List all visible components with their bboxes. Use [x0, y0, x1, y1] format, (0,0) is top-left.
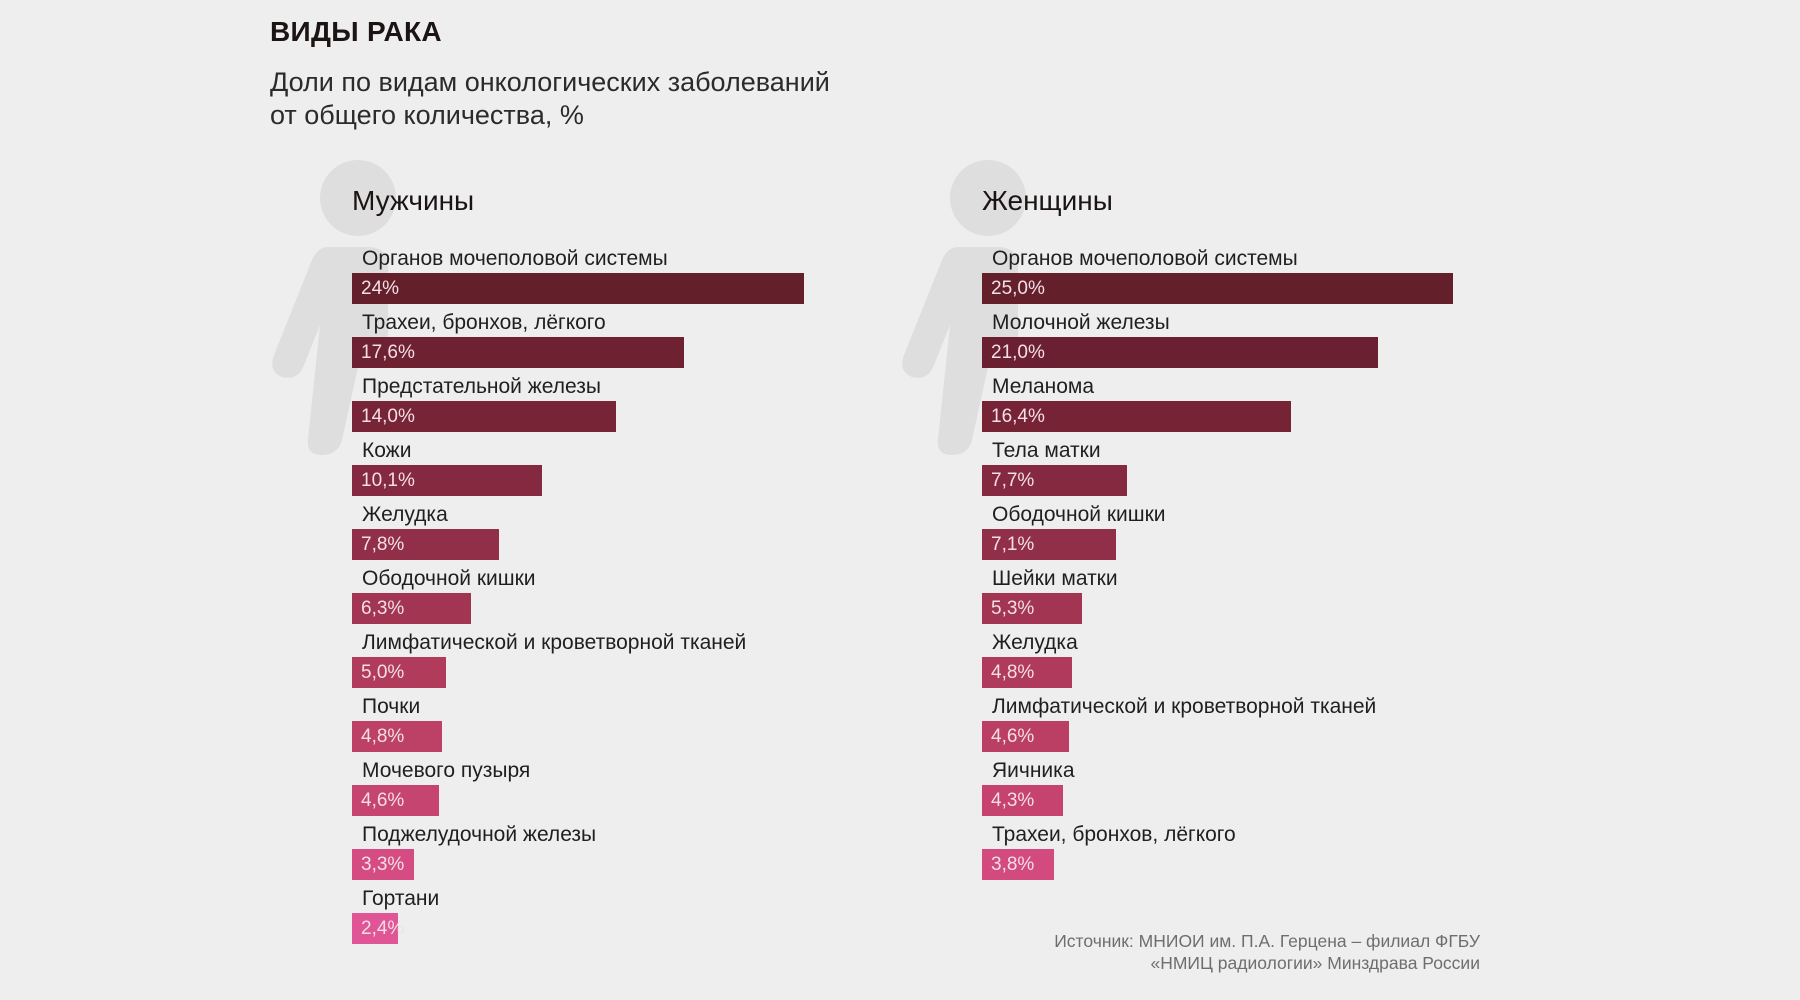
- women-bar-row: Органов мочеполовой системы 25,0%: [982, 247, 1542, 311]
- bar-value-label: 10,1%: [361, 469, 415, 491]
- subtitle-line-1: Доли по видам онкологических заболеваний: [270, 67, 830, 97]
- source-line-1: Источник: МНИОИ им. П.А. Герцена – филиа…: [1054, 931, 1480, 951]
- chart-title: ВИДЫ РАКА: [270, 16, 442, 47]
- bar: 4,3%: [982, 785, 1064, 816]
- men-bar-row: Ободочной кишки 6,3%: [352, 567, 912, 631]
- bar-category-label: Лимфатической и кроветворной тканей: [992, 695, 1377, 718]
- bar: 17,6%: [352, 337, 684, 368]
- bar-value-label: 4,6%: [361, 789, 405, 811]
- bar: 16,4%: [982, 401, 1292, 432]
- men-bar-row: Трахеи, бронхов, лёгкого 17,6%: [352, 311, 912, 375]
- bar-value-label: 4,8%: [361, 725, 405, 747]
- men-bar-row: Гортани 2,4%: [352, 887, 912, 951]
- bar-category-label: Поджелудочной железы: [362, 823, 597, 846]
- bar-value-label: 24%: [361, 277, 400, 299]
- bar-value-label: 25,0%: [991, 277, 1045, 299]
- bar-category-label: Ободочной кишки: [992, 503, 1166, 526]
- women-bar-row: Лимфатической и кроветворной тканей 4,6%: [982, 695, 1542, 759]
- bar: 25,0%: [982, 273, 1454, 304]
- women-bar-row: Ободочной кишки 7,1%: [982, 503, 1542, 567]
- bar-category-label: Трахеи, бронхов, лёгкого: [362, 311, 606, 334]
- bar-category-label: Желудка: [362, 503, 448, 526]
- women-bar-row: Трахеи, бронхов, лёгкого 3,8%: [982, 823, 1542, 887]
- men-bar-row: Желудка 7,8%: [352, 503, 912, 567]
- women-bar-row: Меланома 16,4%: [982, 375, 1542, 439]
- women-bar-row: Шейки матки 5,3%: [982, 567, 1542, 631]
- women-bar-row: Молочной железы 21,0%: [982, 311, 1542, 375]
- women-bar-row: Тела матки 7,7%: [982, 439, 1542, 503]
- bar-category-label: Почки: [362, 695, 421, 718]
- men-bar-row: Мочевого пузыря 4,6%: [352, 759, 912, 823]
- bar-category-label: Трахеи, бронхов, лёгкого: [992, 823, 1236, 846]
- bar: 10,1%: [352, 465, 543, 496]
- bar: 2,4%: [352, 913, 404, 944]
- men-bar-row: Лимфатической и кроветворной тканей 5,0%: [352, 631, 912, 695]
- bar: 4,8%: [982, 657, 1073, 688]
- bar-value-label: 14,0%: [361, 405, 415, 427]
- bar-value-label: 7,7%: [991, 469, 1035, 491]
- women-bar-row: Яичника 4,3%: [982, 759, 1542, 823]
- bar-category-label: Меланома: [992, 375, 1095, 398]
- bar-category-label: Органов мочеполовой системы: [362, 247, 668, 270]
- men-bar-row: Почки 4,8%: [352, 695, 912, 759]
- bar-category-label: Органов мочеполовой системы: [992, 247, 1298, 270]
- bar: 21,0%: [982, 337, 1378, 368]
- bar-value-label: 2,4%: [361, 917, 405, 939]
- bar: 4,6%: [982, 721, 1069, 752]
- bar-category-label: Предстательной железы: [362, 375, 601, 398]
- bar: 3,8%: [982, 849, 1054, 880]
- bar: 5,3%: [982, 593, 1082, 624]
- women-bar-row: Желудка 4,8%: [982, 631, 1542, 695]
- bar-value-label: 5,3%: [991, 597, 1035, 619]
- bar-value-label: 17,6%: [361, 341, 415, 363]
- bar-value-label: 3,3%: [361, 853, 405, 875]
- bar-value-label: 4,6%: [991, 725, 1035, 747]
- bar-value-label: 7,8%: [361, 533, 405, 555]
- men-panel-title: Мужчины: [352, 185, 475, 216]
- men-bar-row: Кожи 10,1%: [352, 439, 912, 503]
- bar-value-label: 7,1%: [991, 533, 1035, 555]
- bar-category-label: Лимфатической и кроветворной тканей: [362, 631, 747, 654]
- men-bar-row: Поджелудочной железы 3,3%: [352, 823, 912, 887]
- bar-category-label: Желудка: [992, 631, 1078, 654]
- men-bar-row: Предстательной железы 14,0%: [352, 375, 912, 439]
- subtitle-line-2: от общего количества, %: [270, 100, 584, 130]
- women-panel: Женщины Органов мочеполовой системы 25,0%…: [900, 155, 1520, 955]
- bar: 3,3%: [352, 849, 415, 880]
- bar: 5,0%: [352, 657, 447, 688]
- bar: 24%: [352, 273, 805, 304]
- bar-value-label: 4,3%: [991, 789, 1035, 811]
- men-bar-row: Органов мочеполовой системы 24%: [352, 247, 912, 311]
- men-panel: Мужчины Органов мочеполовой системы 24% Тр…: [270, 155, 890, 955]
- bar-value-label: 6,3%: [361, 597, 405, 619]
- bar-category-label: Молочной железы: [992, 311, 1170, 334]
- bar-category-label: Ободочной кишки: [362, 567, 536, 590]
- bar: 14,0%: [352, 401, 616, 432]
- source-line-2: «НМИЦ радиологии» Минздрава России: [1150, 953, 1480, 973]
- bar-value-label: 4,8%: [991, 661, 1035, 683]
- bar-value-label: 5,0%: [361, 661, 405, 683]
- bar-category-label: Кожи: [362, 439, 412, 462]
- bar-category-label: Шейки матки: [992, 567, 1118, 590]
- bar-category-label: Гортани: [362, 887, 440, 910]
- bar-value-label: 16,4%: [991, 405, 1045, 427]
- bar: 7,8%: [352, 529, 500, 560]
- bar: 7,1%: [982, 529, 1116, 560]
- bar-category-label: Тела матки: [992, 439, 1101, 462]
- bar-value-label: 3,8%: [991, 853, 1035, 875]
- bar: 4,6%: [352, 785, 439, 816]
- bar-value-label: 21,0%: [991, 341, 1045, 363]
- chart-subtitle: Доли по видам онкологических заболеваний…: [270, 66, 910, 132]
- bar: 4,8%: [352, 721, 443, 752]
- bar: 6,3%: [352, 593, 471, 624]
- bar: 7,7%: [982, 465, 1128, 496]
- bar-category-label: Мочевого пузыря: [362, 759, 531, 782]
- women-panel-title: Женщины: [982, 185, 1113, 216]
- bar-category-label: Яичника: [992, 759, 1075, 782]
- source-note: Источник: МНИОИ им. П.А. Герцена – филиа…: [1054, 930, 1480, 974]
